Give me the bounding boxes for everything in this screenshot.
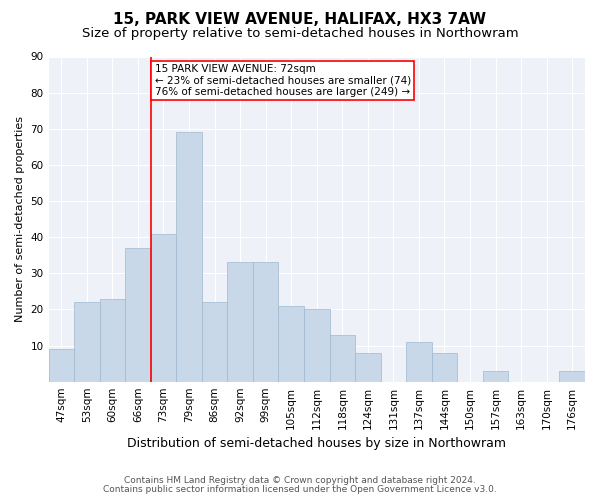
Bar: [253, 262, 278, 382]
Y-axis label: Number of semi-detached properties: Number of semi-detached properties: [15, 116, 25, 322]
Bar: [49, 349, 74, 382]
X-axis label: Distribution of semi-detached houses by size in Northowram: Distribution of semi-detached houses by …: [127, 437, 506, 450]
Text: 15 PARK VIEW AVENUE: 72sqm
← 23% of semi-detached houses are smaller (74)
76% of: 15 PARK VIEW AVENUE: 72sqm ← 23% of semi…: [155, 64, 411, 97]
Bar: [329, 334, 355, 382]
Text: 15, PARK VIEW AVENUE, HALIFAX, HX3 7AW: 15, PARK VIEW AVENUE, HALIFAX, HX3 7AW: [113, 12, 487, 28]
Bar: [355, 353, 380, 382]
Bar: [559, 371, 585, 382]
Bar: [125, 248, 151, 382]
Bar: [406, 342, 432, 382]
Bar: [151, 234, 176, 382]
Bar: [100, 298, 125, 382]
Bar: [432, 353, 457, 382]
Bar: [278, 306, 304, 382]
Bar: [74, 302, 100, 382]
Text: Contains HM Land Registry data © Crown copyright and database right 2024.: Contains HM Land Registry data © Crown c…: [124, 476, 476, 485]
Bar: [304, 310, 329, 382]
Text: Contains public sector information licensed under the Open Government Licence v3: Contains public sector information licen…: [103, 485, 497, 494]
Bar: [176, 132, 202, 382]
Bar: [483, 371, 508, 382]
Bar: [202, 302, 227, 382]
Bar: [227, 262, 253, 382]
Text: Size of property relative to semi-detached houses in Northowram: Size of property relative to semi-detach…: [82, 28, 518, 40]
